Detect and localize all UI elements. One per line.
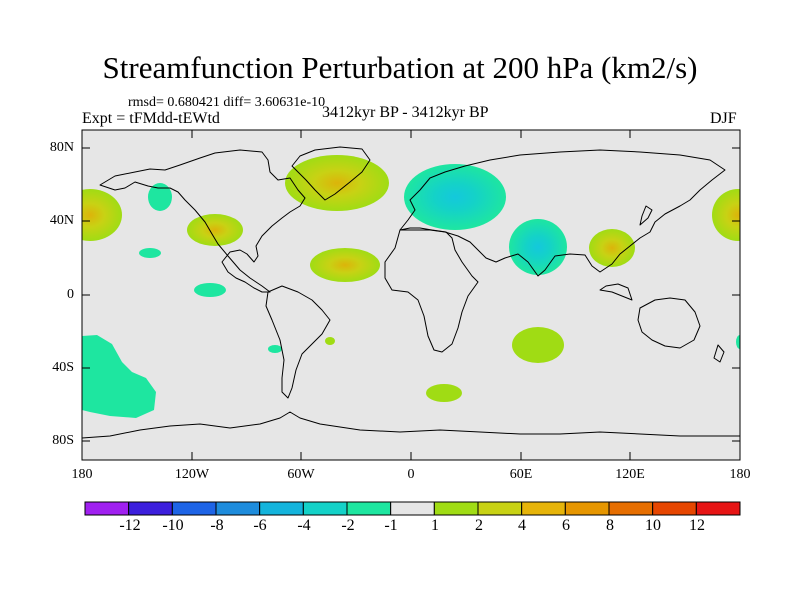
anomaly-indian-ocean bbox=[512, 327, 564, 363]
anomaly-south-pacific bbox=[82, 335, 156, 418]
anomaly-pacific-east bbox=[712, 189, 740, 241]
stats-line: rmsd= 0.680421 diff= 3.60631e-10 bbox=[128, 95, 326, 110]
colorbar-swatch bbox=[84, 501, 130, 516]
colorbar bbox=[84, 501, 741, 516]
colorbar-swatch bbox=[477, 501, 523, 516]
x-tick-label: 180 bbox=[729, 467, 751, 482]
anomaly-east-edge-small bbox=[736, 335, 740, 349]
anomaly-india bbox=[509, 219, 567, 275]
y-tick-label: 80N bbox=[49, 140, 74, 155]
anomaly-east-pacific-small bbox=[194, 283, 226, 297]
x-tick-label: 180 bbox=[71, 467, 93, 482]
colorbar-swatch bbox=[652, 501, 697, 516]
colorbar-swatch bbox=[346, 501, 392, 516]
colorbar-swatch bbox=[215, 501, 261, 516]
coastline-antarctica bbox=[82, 411, 740, 439]
colorbar-label: -2 bbox=[341, 517, 355, 534]
colorbar-swatch bbox=[521, 501, 566, 516]
anomaly-hawaii-small bbox=[139, 248, 161, 258]
colorbar-label: 4 bbox=[518, 517, 526, 534]
colorbar-label: 12 bbox=[689, 517, 705, 534]
anomaly-europe bbox=[404, 164, 506, 230]
experiment-label: Expt = tFMdd-tEWtd bbox=[82, 110, 220, 127]
coastline-australia bbox=[637, 297, 701, 349]
colorbar-label: 10 bbox=[645, 517, 661, 534]
x-tick-label: 120W bbox=[174, 467, 210, 482]
colorbar-swatch bbox=[171, 501, 217, 516]
colorbar-label: 2 bbox=[475, 517, 483, 534]
anomaly-pacific-west bbox=[82, 189, 122, 241]
x-tick-label: 120E bbox=[615, 467, 645, 482]
colorbar-swatch bbox=[433, 501, 479, 516]
coastline-indonesia bbox=[599, 283, 633, 301]
colorbar-swatch bbox=[564, 501, 610, 516]
coastline-eurasia bbox=[399, 149, 726, 277]
y-tick-label: 40N bbox=[49, 213, 74, 228]
colorbar-label: -8 bbox=[210, 517, 224, 534]
coastline-greenland bbox=[291, 146, 371, 201]
anomaly-north-pacific-small bbox=[148, 183, 172, 211]
colorbar-swatch bbox=[302, 501, 348, 516]
coastline-japan bbox=[639, 205, 653, 226]
anomaly-tropical-atlantic bbox=[310, 248, 380, 282]
colorbar-label: -1 bbox=[384, 517, 398, 534]
anomaly-south-atlantic-small1 bbox=[268, 345, 282, 353]
x-tick-label: 60E bbox=[509, 467, 533, 482]
season-label: DJF bbox=[710, 110, 737, 127]
coastline-north-america bbox=[99, 149, 306, 293]
colorbar-swatch bbox=[608, 501, 654, 516]
colorbar-label: 8 bbox=[606, 517, 614, 534]
anomaly-southern-ocean bbox=[426, 384, 462, 402]
anomaly-north-atlantic bbox=[285, 155, 389, 211]
x-tick-label: 0 bbox=[407, 467, 415, 482]
period-label: 3412kyr BP - 3412kyr BP bbox=[322, 104, 489, 121]
colorbar-swatch bbox=[695, 501, 741, 516]
colorbar-swatch bbox=[390, 501, 435, 516]
colorbar-label: 6 bbox=[562, 517, 570, 534]
colorbar-swatch bbox=[128, 501, 173, 516]
colorbar-label: -4 bbox=[297, 517, 311, 534]
colorbar-label: -10 bbox=[162, 517, 184, 534]
colorbar-label: -12 bbox=[119, 517, 141, 534]
y-tick-label: 0 bbox=[67, 287, 74, 302]
x-tick-label: 60W bbox=[287, 467, 315, 482]
anomaly-east-asia bbox=[589, 229, 635, 267]
colorbar-label: 1 bbox=[431, 517, 439, 534]
anomaly-western-us bbox=[187, 214, 243, 246]
x-axis-ticks bbox=[81, 130, 741, 460]
map-title: Streamfunction Perturbation at 200 hPa (… bbox=[102, 50, 698, 85]
y-axis-ticks bbox=[82, 147, 740, 442]
y-tick-label: 80S bbox=[52, 433, 74, 448]
anomaly-south-atlantic-small2 bbox=[325, 337, 335, 345]
coastline-new-zealand bbox=[713, 344, 725, 363]
y-tick-label: 40S bbox=[52, 360, 74, 375]
colorbar-label: -6 bbox=[253, 517, 267, 534]
colorbar-swatch bbox=[259, 501, 304, 516]
coastline-south-america bbox=[265, 285, 331, 399]
